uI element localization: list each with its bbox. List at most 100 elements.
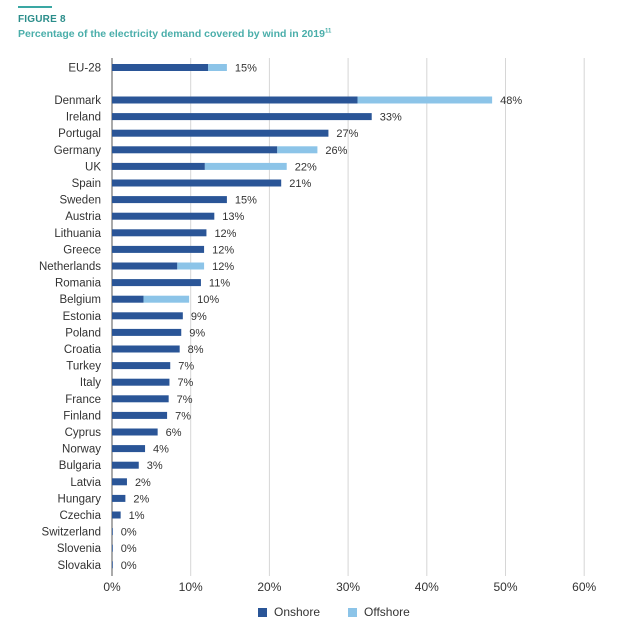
bar-onshore-croatia xyxy=(112,345,180,353)
figure-title: Percentage of the electricity demand cov… xyxy=(18,28,325,40)
category-label-germany: Germany xyxy=(54,145,102,157)
category-label-hungary: Hungary xyxy=(58,493,102,505)
legend-label-offshore: Offshore xyxy=(364,605,410,619)
data-label-bulgaria: 3% xyxy=(147,460,163,472)
category-label-czechia: Czechia xyxy=(59,510,101,522)
data-label-ireland: 33% xyxy=(380,112,402,124)
bar-onshore-czechia xyxy=(112,511,121,519)
bar-onshore-spain xyxy=(112,179,282,187)
bar-offshore-netherlands xyxy=(177,262,205,270)
x-tick-label-40: 40% xyxy=(415,580,439,594)
category-label-slovenia: Slovenia xyxy=(57,543,102,555)
bar-onshore-uk xyxy=(112,162,205,170)
category-label-norway: Norway xyxy=(62,444,101,456)
category-label-italy: Italy xyxy=(80,377,101,389)
bar-onshore-ireland xyxy=(112,113,372,121)
bar-offshore-germany xyxy=(277,146,318,154)
data-label-poland: 9% xyxy=(189,327,205,339)
chart-legend: Onshore Offshore xyxy=(0,605,640,619)
data-label-romania: 11% xyxy=(209,278,230,290)
category-label-sweden: Sweden xyxy=(59,195,101,207)
category-label-netherlands: Netherlands xyxy=(39,261,101,273)
bar-onshore-slovenia xyxy=(112,544,113,552)
data-label-turkey: 7% xyxy=(178,361,194,373)
category-label-uk: UK xyxy=(85,161,101,173)
bar-offshore-uk xyxy=(204,162,287,170)
bar-onshore-austria xyxy=(112,212,215,220)
bar-onshore-switzerland xyxy=(112,528,113,536)
data-label-estonia: 9% xyxy=(191,311,207,323)
data-label-greece: 12% xyxy=(212,244,234,256)
x-tick-label-30: 30% xyxy=(336,580,360,594)
category-label-belgium: Belgium xyxy=(59,294,101,306)
wind-demand-chart: 0% 10% 20% 30% 40% 50% 60% EU-28 15% Denmark 48% Ir… xyxy=(39,58,597,594)
category-label-eu-28: EU-28 xyxy=(68,63,101,75)
bar-onshore-bulgaria xyxy=(112,461,139,469)
bar-onshore-hungary xyxy=(112,494,126,502)
data-label-austria: 13% xyxy=(222,211,244,223)
bar-onshore-netherlands xyxy=(112,262,178,270)
figure-label: FIGURE 8 xyxy=(18,14,66,25)
category-label-finland: Finland xyxy=(63,410,101,422)
x-tick-label-20: 20% xyxy=(257,580,281,594)
bar-onshore-france xyxy=(112,395,169,403)
data-label-sweden: 15% xyxy=(235,195,257,207)
category-label-slovakia: Slovakia xyxy=(58,560,102,572)
legend-item-offshore: Offshore xyxy=(348,605,410,619)
bar-onshore-greece xyxy=(112,245,205,253)
figure-title-footnote: 11 xyxy=(324,28,332,35)
bar-onshore-germany xyxy=(112,146,278,154)
bar-onshore-poland xyxy=(112,328,182,336)
bar-onshore-estonia xyxy=(112,312,183,320)
legend-item-onshore: Onshore xyxy=(258,605,320,619)
bar-onshore-latvia xyxy=(112,478,127,486)
data-label-cyprus: 6% xyxy=(166,427,182,439)
x-tick-label-10: 10% xyxy=(179,580,203,594)
legend-swatch-offshore xyxy=(348,607,357,617)
figure-title-wrap: Percentage of the electricity demand cov… xyxy=(18,28,331,40)
bar-offshore-belgium xyxy=(143,295,190,303)
data-label-denmark: 48% xyxy=(500,95,522,107)
bar-onshore-turkey xyxy=(112,362,171,370)
category-label-austria: Austria xyxy=(65,211,101,223)
category-label-romania: Romania xyxy=(55,278,102,290)
x-tick-label-0: 0% xyxy=(103,580,121,594)
data-label-belgium: 10% xyxy=(197,294,219,306)
bar-onshore-belgium xyxy=(112,295,144,303)
data-label-germany: 26% xyxy=(325,145,347,157)
category-label-greece: Greece xyxy=(63,244,101,256)
data-label-switzerland: 0% xyxy=(121,527,137,539)
data-label-finland: 7% xyxy=(175,410,191,422)
category-label-latvia: Latvia xyxy=(70,477,101,489)
bar-onshore-sweden xyxy=(112,196,227,204)
bar-onshore-slovakia xyxy=(112,561,113,569)
category-label-croatia: Croatia xyxy=(64,344,102,356)
data-label-eu-28: 15% xyxy=(235,63,257,75)
x-tick-label-50: 50% xyxy=(493,580,517,594)
bar-onshore-cyprus xyxy=(112,428,158,436)
bar-onshore-finland xyxy=(112,411,168,419)
legend-label-onshore: Onshore xyxy=(274,605,321,619)
category-label-lithuania: Lithuania xyxy=(54,228,101,240)
category-label-portugal: Portugal xyxy=(58,128,101,140)
category-label-switzerland: Switzerland xyxy=(42,527,101,539)
data-label-uk: 22% xyxy=(295,161,317,173)
category-label-turkey: Turkey xyxy=(66,361,101,373)
legend-swatch-onshore xyxy=(258,607,267,617)
bar-onshore-norway xyxy=(112,445,146,453)
data-label-slovakia: 0% xyxy=(121,560,137,572)
data-label-czechia: 1% xyxy=(129,510,145,522)
data-label-portugal: 27% xyxy=(336,128,358,140)
bar-onshore-romania xyxy=(112,279,201,287)
category-label-cyprus: Cyprus xyxy=(65,427,102,439)
category-label-denmark: Denmark xyxy=(54,95,101,107)
data-label-italy: 7% xyxy=(177,377,193,389)
category-label-poland: Poland xyxy=(65,327,101,339)
bar-onshore-denmark xyxy=(112,96,358,104)
bar-onshore-eu-28 xyxy=(112,64,209,71)
data-label-croatia: 8% xyxy=(188,344,204,356)
bar-offshore-denmark xyxy=(357,96,493,104)
x-tick-label-60: 60% xyxy=(572,580,596,594)
data-label-norway: 4% xyxy=(153,444,169,456)
data-label-lithuania: 12% xyxy=(214,228,236,240)
